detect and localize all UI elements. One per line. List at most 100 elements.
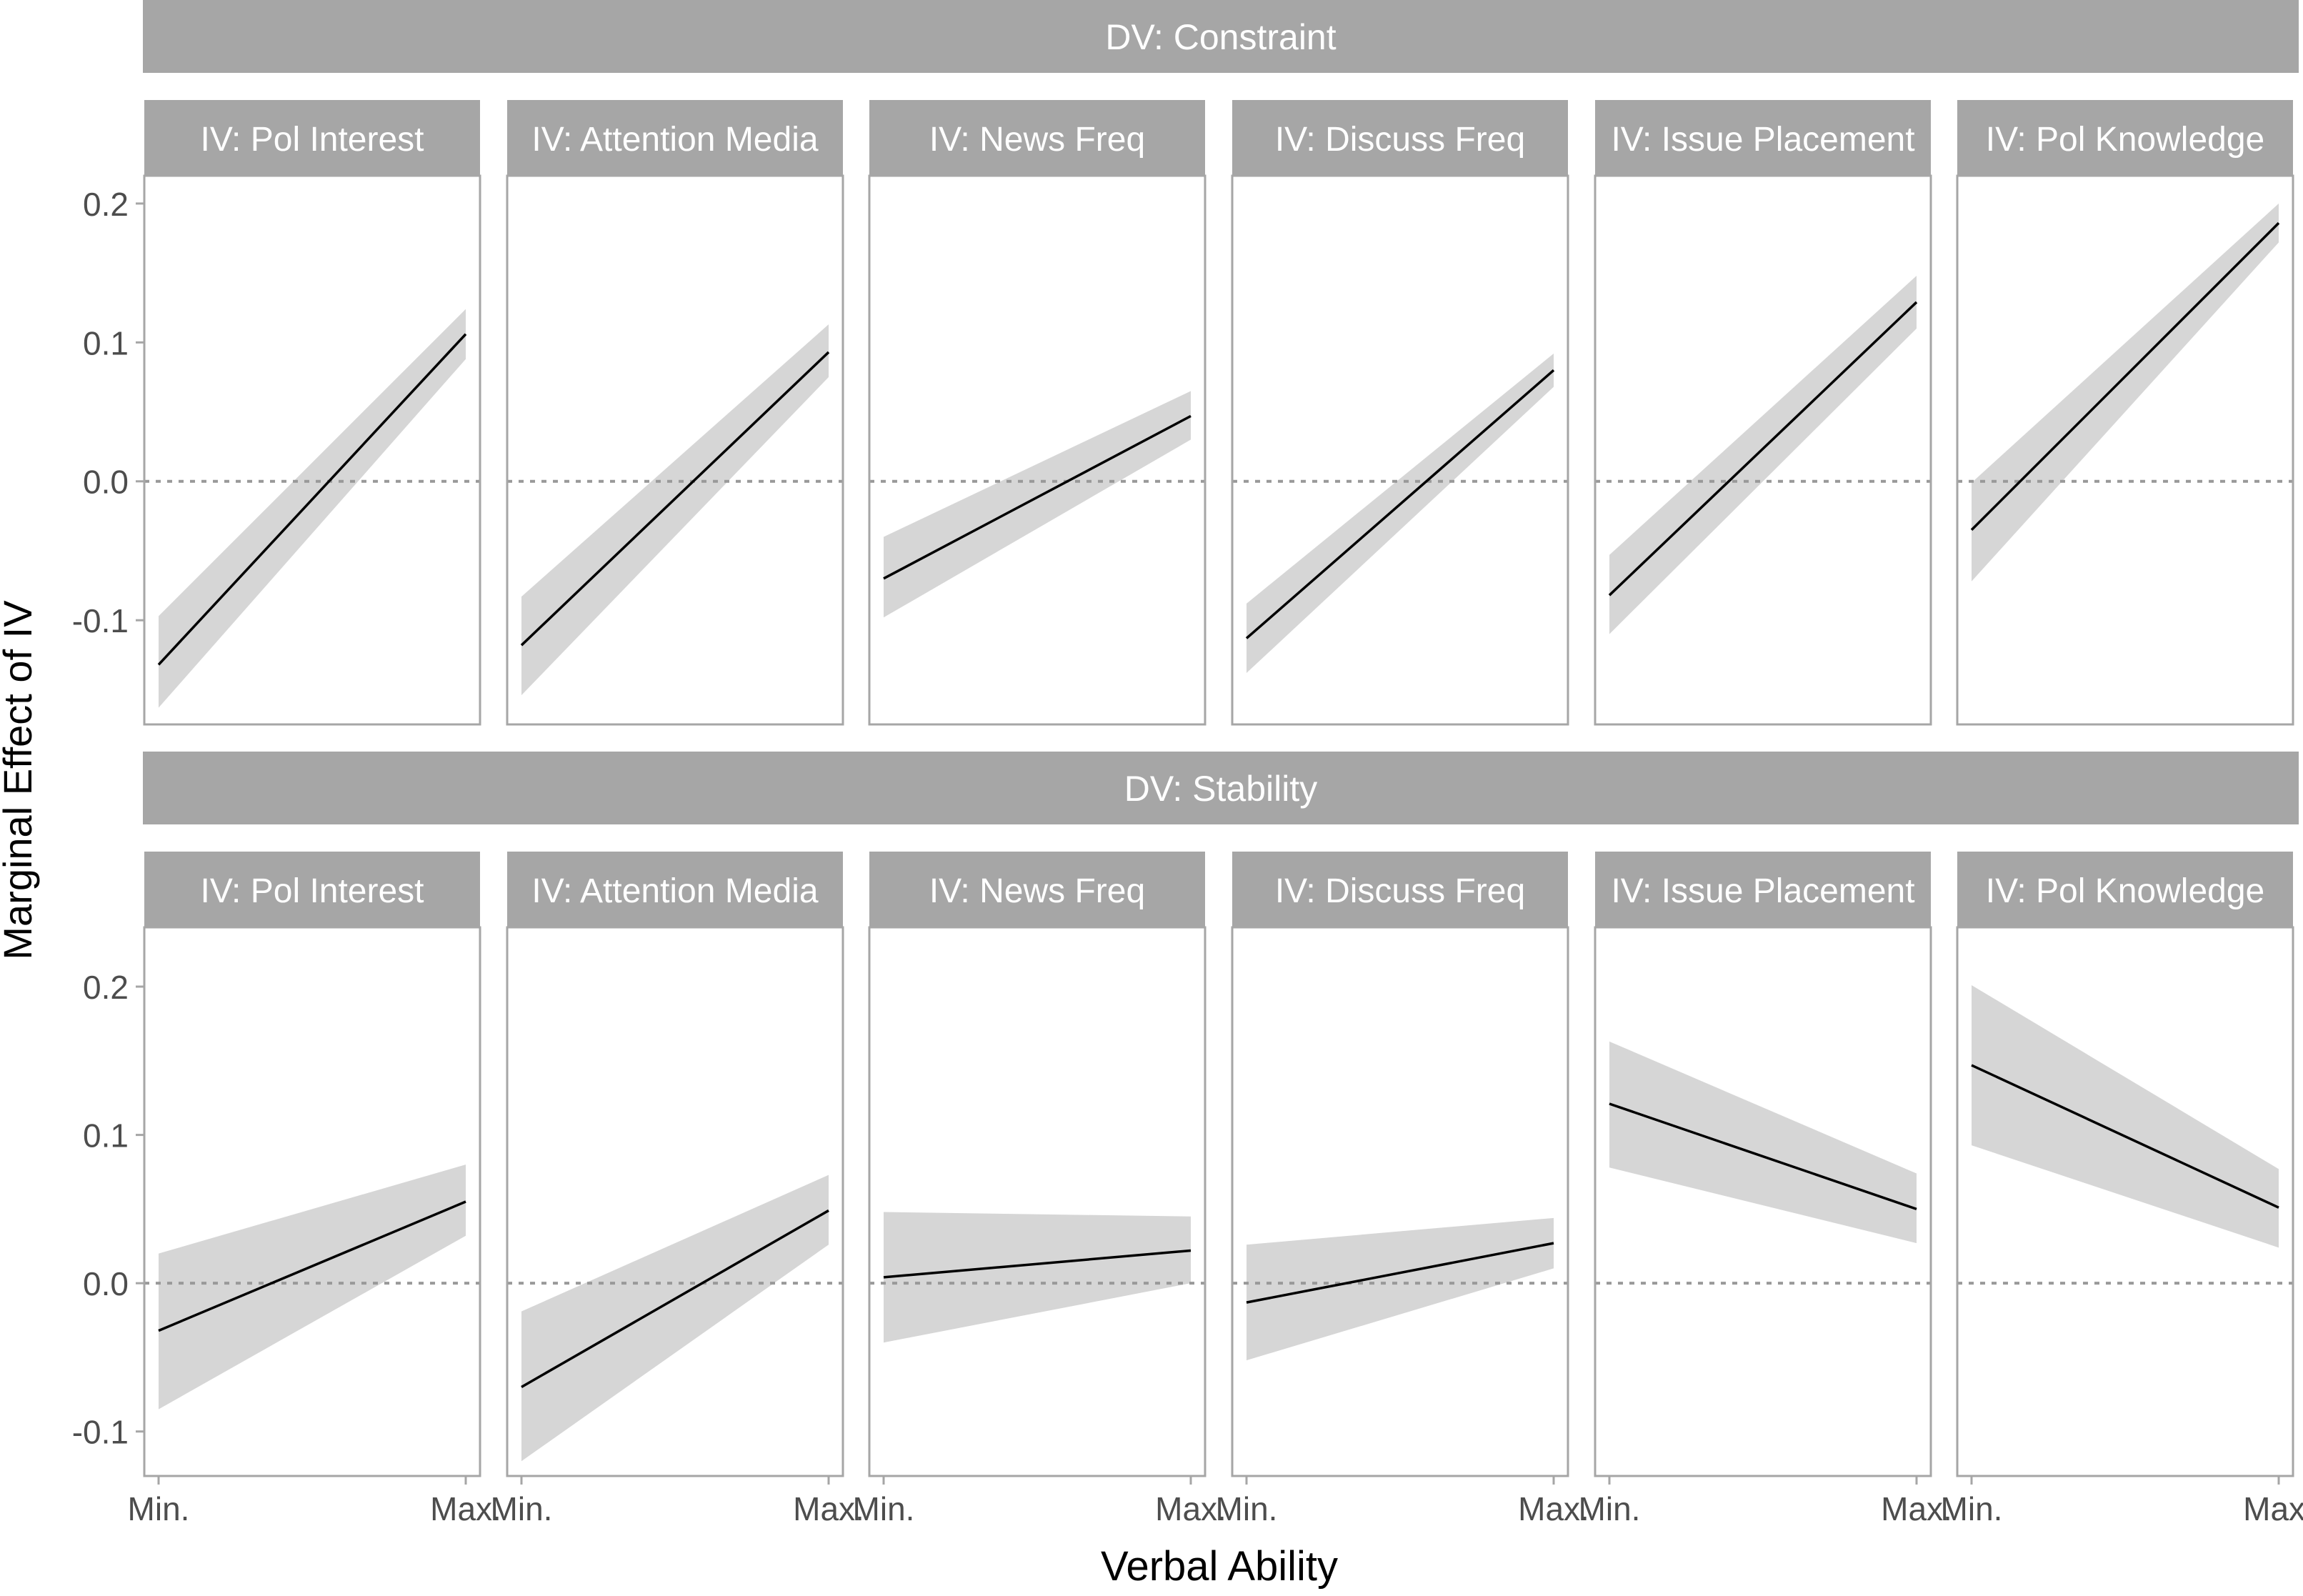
- confidence-band: [1247, 1217, 1554, 1361]
- effect-line: [1970, 221, 2280, 532]
- y-tick-label: -0.1: [72, 602, 129, 639]
- x-tick-label: Max.: [430, 1490, 501, 1527]
- row-strip-label: DV: Constraint: [1105, 17, 1336, 57]
- panel-frame: [1594, 926, 1932, 1477]
- x-tick-label: Max.: [1518, 1490, 1589, 1527]
- panel-strip: [1232, 852, 1568, 927]
- panel-strip: [1232, 100, 1568, 176]
- facet-panel: IV: Pol Interest: [143, 100, 481, 726]
- x-tick-label: Max.: [1881, 1490, 1952, 1527]
- confidence-band: [884, 391, 1191, 618]
- confidence-band: [1972, 984, 2279, 1248]
- facet-panel: IV: Pol Interest Min. Max.: [128, 852, 501, 1527]
- panel-frame: [143, 926, 481, 1477]
- y-tick-label: 0.1: [83, 1117, 129, 1154]
- facet-panel: IV: Pol Knowledge Min. Max.: [1941, 852, 2303, 1527]
- panel-strip-label: IV: Attention Media: [531, 121, 818, 159]
- panel-strip-label: IV: Issue Placement: [1611, 872, 1914, 910]
- panel-strip-label: IV: Issue Placement: [1611, 121, 1914, 159]
- panel-strip-label: IV: Pol Knowledge: [1986, 872, 2264, 910]
- row-strip: [143, 0, 2299, 73]
- panel-frame: [868, 174, 1207, 726]
- x-axis-title: Verbal Ability: [1101, 1543, 1338, 1590]
- panel-frame: [506, 926, 844, 1477]
- panel-frame: [1956, 926, 2294, 1477]
- panel-strip: [507, 100, 843, 176]
- x-tick-label: Min.: [1579, 1490, 1641, 1527]
- effect-line: [1608, 301, 1918, 597]
- panel-frame: [143, 174, 481, 726]
- panel-strip: [1957, 852, 2293, 927]
- x-tick-label: Min.: [128, 1490, 190, 1527]
- y-tick-label: 0.2: [83, 186, 129, 223]
- panel-frame: [506, 174, 844, 726]
- effect-line: [883, 414, 1192, 580]
- facet-panel: IV: Pol Knowledge: [1956, 100, 2294, 726]
- facet-panel: IV: Issue Placement Min. Max.: [1579, 852, 1952, 1527]
- x-tick-label: Min.: [1941, 1490, 2003, 1527]
- facet-panel: IV: Discuss Freq Min. Max.: [1216, 852, 1589, 1527]
- x-tick-label: Max.: [1155, 1490, 1227, 1527]
- row-strip: [143, 752, 2299, 824]
- effect-line: [1971, 1064, 2279, 1209]
- panel-strip-label: IV: Attention Media: [531, 872, 818, 910]
- panel-strip-label: IV: News Freq: [929, 121, 1145, 159]
- panel-strip: [507, 852, 843, 927]
- y-axis-title: Marginal Effect of IV: [0, 600, 40, 960]
- panel-strip-label: IV: Pol Interest: [200, 121, 424, 159]
- effect-line: [521, 1209, 829, 1388]
- panel-strip: [869, 852, 1205, 927]
- confidence-band: [1247, 353, 1554, 674]
- facet-panel: IV: Attention Media: [506, 100, 844, 726]
- confidence-band: [159, 1164, 466, 1410]
- x-tick-label: Max.: [2243, 1490, 2303, 1527]
- panel-frame: [1594, 174, 1932, 726]
- panel-strip: [1595, 852, 1931, 927]
- facet-panel: IV: Discuss Freq: [1231, 100, 1569, 726]
- panel-strip: [1595, 100, 1931, 176]
- confidence-band: [159, 309, 466, 708]
- panel-frame: [1231, 926, 1569, 1477]
- y-tick-label: 0.0: [83, 1265, 129, 1302]
- confidence-band: [521, 324, 829, 696]
- effect-line: [1246, 1242, 1554, 1304]
- effect-line: [1245, 369, 1555, 639]
- panel-strip-label: IV: News Freq: [929, 872, 1145, 910]
- facet-row-constraint: DV: Constraint 0.2 0.1 0.0 -0.1 IV: Pol Inter…: [72, 0, 2299, 726]
- x-tick-label: Min.: [853, 1490, 915, 1527]
- confidence-band: [1609, 1041, 1917, 1244]
- facet-panel: IV: News Freq Min. Max.: [853, 852, 1227, 1527]
- confidence-band: [884, 1212, 1191, 1343]
- panel-strip: [869, 100, 1205, 176]
- panel-frame: [1231, 174, 1569, 726]
- row-strip-label: DV: Stability: [1124, 769, 1317, 809]
- effect-line: [883, 1249, 1192, 1279]
- effect-line: [1609, 1102, 1917, 1211]
- confidence-band: [521, 1174, 829, 1462]
- panel-strip: [1957, 100, 2293, 176]
- y-tick-label: 0.0: [83, 464, 129, 501]
- x-tick-label: Max.: [793, 1490, 864, 1527]
- panel-frame: [1956, 174, 2294, 726]
- panel-frame: [868, 926, 1207, 1477]
- panel-strip-label: IV: Discuss Freq: [1275, 121, 1525, 159]
- x-tick-label: Min.: [491, 1490, 553, 1527]
- facet-panel: IV: Issue Placement: [1594, 100, 1932, 726]
- panel-strip-label: IV: Discuss Freq: [1275, 872, 1525, 910]
- y-tick-label: 0.2: [83, 969, 129, 1006]
- x-tick-label: Min.: [1216, 1490, 1278, 1527]
- effect-line: [520, 351, 830, 647]
- panel-strip-label: IV: Pol Knowledge: [1986, 121, 2264, 159]
- panel-strip: [144, 100, 480, 176]
- facet-panel: IV: News Freq: [868, 100, 1207, 726]
- confidence-band: [1609, 275, 1917, 634]
- effect-line: [158, 1200, 466, 1332]
- panel-strip-label: IV: Pol Interest: [200, 872, 424, 910]
- panel-strip: [144, 852, 480, 927]
- y-tick-label: 0.1: [83, 324, 129, 361]
- y-tick-label: -0.1: [72, 1414, 129, 1451]
